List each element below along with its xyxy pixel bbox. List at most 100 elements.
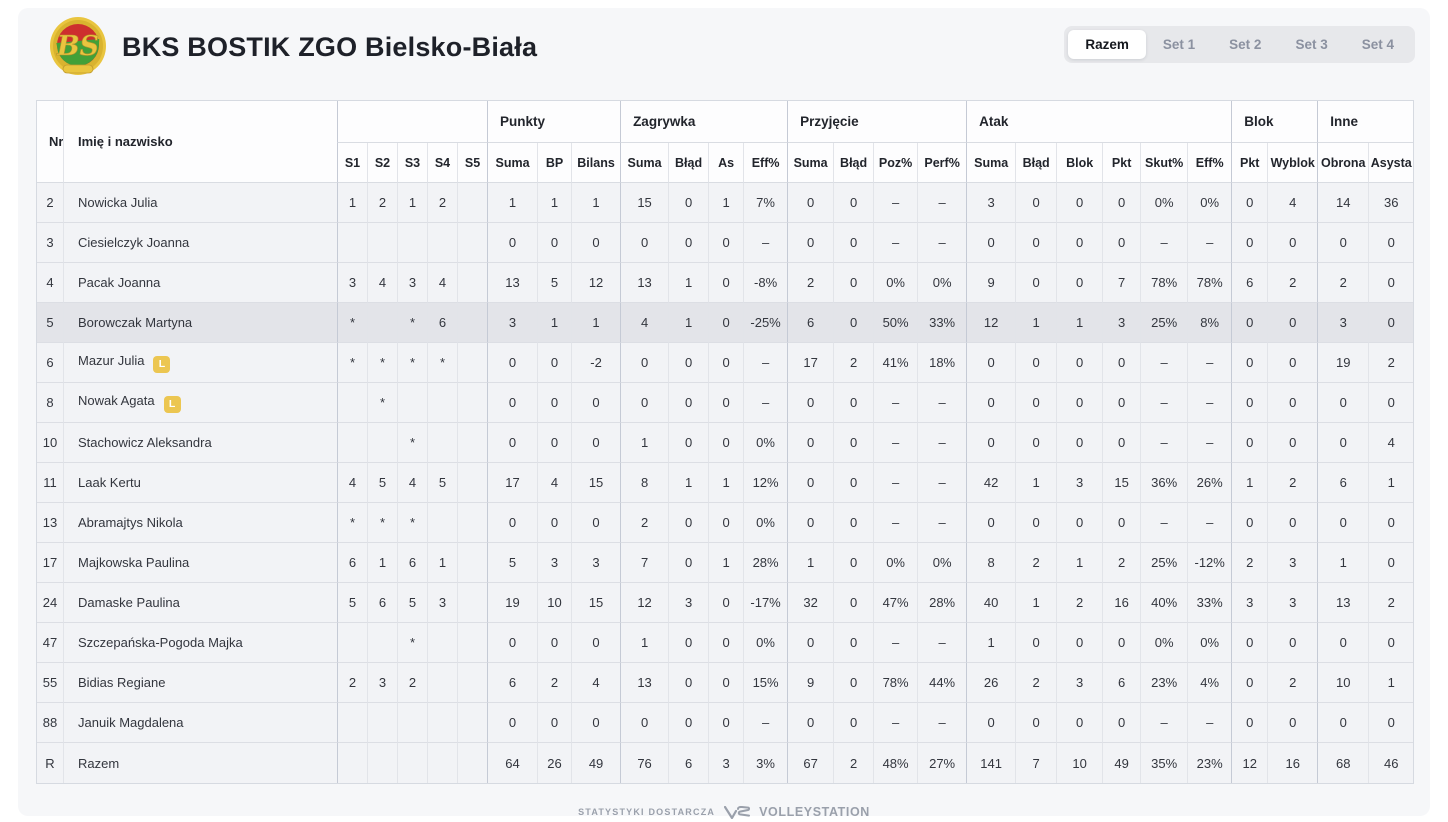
stat-cell: 1 <box>1056 303 1103 343</box>
player-row[interactable]: 10 Stachowicz Aleksandra * 0 0 0 1 0 0 0% 0 0– –0 0 0 0… <box>37 423 1414 463</box>
stat-cell: 0 <box>787 183 834 223</box>
stat-cell: 2 <box>1267 463 1318 503</box>
player-row[interactable]: 4 Pacak Joanna 3 4 3 4 13 5 12 13 1 0 -8% 2 0 0% 0% 9 0 0 7 7… <box>37 263 1414 303</box>
stat-cell: 50% <box>873 303 918 343</box>
stat-cell: 0 <box>1015 383 1057 423</box>
set-cell <box>337 223 367 263</box>
col-header-asysta: Asysta <box>1368 143 1414 183</box>
stat-cell: – <box>873 503 918 543</box>
stat-cell: 0% <box>1187 623 1232 663</box>
stat-cell: 0 <box>487 503 538 543</box>
stats-table: Nr Imię i nazwisko Punkty Zagrywka Przyjęcie… <box>36 100 1415 784</box>
set-cell: * <box>397 343 427 383</box>
player-name: Razem <box>63 743 337 783</box>
player-row[interactable]: 6 Mazur Julia L * * * * 0 0 -2 0 0 0–17 2 41% 18% 0 0 0 0– –… <box>37 343 1414 383</box>
stat-cell: 7% <box>743 183 788 223</box>
stat-cell: 1 <box>1056 543 1103 583</box>
set-cell <box>367 303 397 343</box>
col-header-suma: Suma <box>966 143 1016 183</box>
stat-cell: 0 <box>1056 423 1103 463</box>
player-number: 4 <box>37 263 63 303</box>
stat-cell: 23% <box>1140 663 1188 703</box>
stat-cell: 12 <box>1231 743 1268 783</box>
stat-cell: 0 <box>668 383 709 423</box>
player-number: 17 <box>37 543 63 583</box>
stat-cell: 0 <box>1102 343 1141 383</box>
set-cell: * <box>337 343 367 383</box>
stat-cell: 2 <box>620 503 669 543</box>
stat-cell: 0 <box>708 503 744 543</box>
stat-cell: 0% <box>743 423 788 463</box>
stat-cell: 78% <box>1140 263 1188 303</box>
stat-cell: 0 <box>833 623 874 663</box>
player-row[interactable]: 17 Majkowska Paulina 6 1 6 1 5 3 3 7 0 1 28% 1 0 0% 0% 8 2… <box>37 543 1414 583</box>
stat-cell: 4 <box>537 463 572 503</box>
stat-cell: 0 <box>833 583 874 623</box>
stat-cell: – <box>743 343 788 383</box>
stat-cell: 0 <box>1231 703 1268 743</box>
stat-cell: 3 <box>1231 583 1268 623</box>
stat-cell: 1 <box>966 623 1016 663</box>
tab-set-3[interactable]: Set 3 <box>1278 30 1344 59</box>
stat-cell: 0 <box>1231 303 1268 343</box>
stat-cell: 0 <box>833 423 874 463</box>
stat-cell: 19 <box>487 583 538 623</box>
stat-cell: 1 <box>668 463 709 503</box>
provider-brand: VOLLEYSTATION <box>759 805 870 819</box>
stat-cell: 1 <box>668 303 709 343</box>
set-cell: 1 <box>367 543 397 583</box>
player-row[interactable]: 5 Borowczak Martyna * * 6 3 1 1 4 1 0 -25% 6 0 50% 33% 1… <box>37 303 1414 343</box>
set-cell <box>427 663 457 703</box>
set-cell: 4 <box>337 463 367 503</box>
stat-cell: 15 <box>571 583 621 623</box>
player-row[interactable]: 2 Nowicka Julia 1 2 1 2 1 1 1 15 0 1 7% 0 0– –3 0 0 0 0% 0% 0… <box>37 183 1414 223</box>
totals-row[interactable]: R Razem 64 26 49 76 6 3 3% 67 2 48% 27% 141 7 10 49 35% 23… <box>37 743 1414 783</box>
player-name: Bidias Regiane <box>63 663 337 703</box>
set-tabs: Razem Set 1 Set 2 Set 3 Set 4 <box>1064 26 1415 63</box>
tab-set-2[interactable]: Set 2 <box>1212 30 1278 59</box>
player-row[interactable]: 8 Nowak Agata L * 0 0 0 0 0 0–0 0– –0 0 0 0– –0 0 0 0 <box>37 383 1414 423</box>
stat-cell: 0 <box>833 503 874 543</box>
player-row[interactable]: 88 Januik Magdalena 0 0 0 0 0 0–0 0– –0 0 0 0– –0 0 0 0 <box>37 703 1414 743</box>
tab-set-1[interactable]: Set 1 <box>1146 30 1212 59</box>
stat-cell: – <box>917 183 967 223</box>
stat-cell: 1 <box>708 463 744 503</box>
set-cell <box>427 383 457 423</box>
set-cell: 2 <box>427 183 457 223</box>
player-row[interactable]: 11 Laak Kertu 4 5 4 5 17 4 15 8 1 1 12% 0 0– –42 1 3 15 36%… <box>37 463 1414 503</box>
stat-cell: 12 <box>966 303 1016 343</box>
player-row[interactable]: 47 Szczepańska-Pogoda Majka * 0 0 0 1 0 0 0% 0 0– –1… <box>37 623 1414 663</box>
stat-cell: 0 <box>1231 423 1268 463</box>
stat-cell: 2 <box>1267 263 1318 303</box>
set-cell: 2 <box>397 663 427 703</box>
set-cell <box>337 623 367 663</box>
player-row[interactable]: 3 Ciesielczyk Joanna 0 0 0 0 0 0–0 0– –0 0 0 0– –0 0 0 0 <box>37 223 1414 263</box>
stat-cell: – <box>1140 503 1188 543</box>
stat-cell: 17 <box>787 343 834 383</box>
stat-cell: 0 <box>1231 663 1268 703</box>
svg-text:BS: BS <box>56 31 99 62</box>
player-row[interactable]: 24 Damaske Paulina 5 6 5 3 19 10 15 12 3 0 -17% 32 0 47… <box>37 583 1414 623</box>
stat-cell: 0 <box>1368 543 1414 583</box>
tab-set-4[interactable]: Set 4 <box>1345 30 1411 59</box>
set-cell <box>337 383 367 423</box>
stat-cell: 0 <box>1056 383 1103 423</box>
stat-cell: 0 <box>1231 383 1268 423</box>
stat-cell: 0 <box>1267 623 1318 663</box>
player-name: Januik Magdalena <box>63 703 337 743</box>
stat-cell: 0 <box>1102 383 1141 423</box>
stat-cell: 3 <box>571 543 621 583</box>
player-number: 24 <box>37 583 63 623</box>
stat-cell: – <box>873 623 918 663</box>
stat-cell: 0 <box>1231 503 1268 543</box>
stat-cell: 15 <box>571 463 621 503</box>
tab-razem[interactable]: Razem <box>1068 30 1146 59</box>
stat-cell: 1 <box>620 423 669 463</box>
set-cell <box>457 703 488 743</box>
col-header-bd: Błąd <box>1015 143 1057 183</box>
player-row[interactable]: 55 Bidias Regiane 2 3 2 6 2 4 13 0 0 15% 9 0 78% 44% 26 2… <box>37 663 1414 703</box>
stat-cell: 10 <box>537 583 572 623</box>
player-row[interactable]: 13 Abramajtys Nikola * * * 0 0 0 2 0 0 0% 0 0– –0 0 0 0– –… <box>37 503 1414 543</box>
stat-cell: 0 <box>833 383 874 423</box>
set-cell: 4 <box>427 263 457 303</box>
